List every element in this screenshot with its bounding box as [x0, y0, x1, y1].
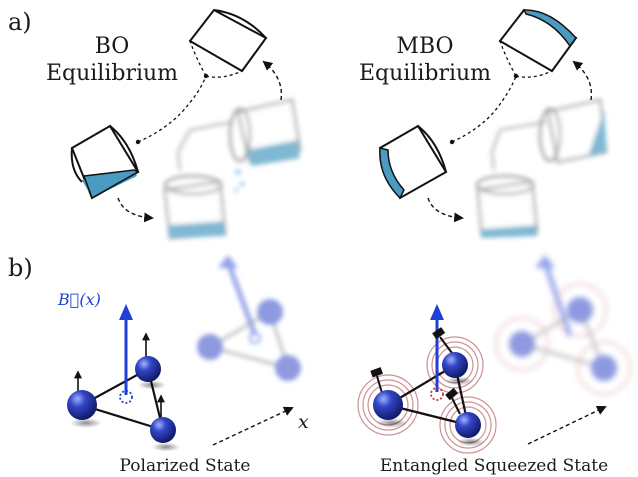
- bo-tether-line: [137, 75, 207, 143]
- field-origin-marker: [119, 390, 133, 404]
- mbo-diagram: [378, 8, 608, 238]
- bo-flow-arrow-bottom: [117, 197, 154, 223]
- atom-shadow: [445, 376, 473, 386]
- atom-shadow: [376, 418, 408, 428]
- bo-title-line2: Equilibrium: [46, 61, 178, 86]
- x-direction-arrow: [212, 406, 294, 446]
- atom-icon: [150, 417, 176, 443]
- field-label: B⃗(x): [57, 290, 101, 309]
- bucket-icon: [498, 8, 578, 78]
- bo-title-line1: BO: [95, 34, 130, 59]
- atom-icon: [135, 356, 161, 382]
- atom-shadow: [457, 437, 485, 447]
- atom-icon: [373, 390, 403, 420]
- field-origin-marker: [430, 387, 444, 401]
- field-arrow-head: [430, 304, 444, 320]
- bucket-icon: [188, 8, 268, 78]
- entangled-blurred-trio: [495, 255, 631, 395]
- atom-shadow: [138, 380, 166, 390]
- mbo-title-line1: MBO: [396, 34, 453, 59]
- bo-blurred-network: [163, 98, 302, 240]
- mbo-title-line2: Equilibrium: [359, 61, 491, 86]
- mbo-flow-arrow-bottom: [427, 197, 464, 223]
- bo-tether-node: [135, 139, 141, 145]
- bo-flow-arrow-top: [262, 60, 283, 101]
- mbo-blurred-network: [475, 98, 608, 238]
- entangled-diagram: Entangled Squeezed State: [357, 255, 631, 476]
- bo-diagram: [70, 8, 302, 240]
- atom-icon: [442, 352, 468, 378]
- panel-a-label: a): [8, 8, 32, 36]
- spin-arrow-icon: [370, 327, 461, 415]
- atom-shadow: [70, 418, 102, 428]
- bucket-icon: [378, 124, 448, 200]
- atom-shadow: [152, 442, 180, 452]
- panel-b-label: b): [8, 254, 33, 282]
- polarized-blurred-trio: [197, 255, 301, 381]
- x-axis-label: x: [298, 411, 309, 433]
- atom-icon: [67, 390, 97, 420]
- polarized-caption: Polarized State: [120, 456, 251, 476]
- field-arrow-head: [119, 304, 133, 320]
- mbo-flow-arrow-top: [572, 60, 593, 101]
- polarized-diagram: B⃗(x) x Polarized State: [57, 255, 309, 476]
- atom-icon: [455, 412, 481, 438]
- entangled-caption: Entangled Squeezed State: [380, 456, 608, 476]
- bucket-icon: [70, 124, 140, 200]
- x-direction-arrow: [527, 405, 607, 445]
- mbo-tether-node: [449, 139, 455, 145]
